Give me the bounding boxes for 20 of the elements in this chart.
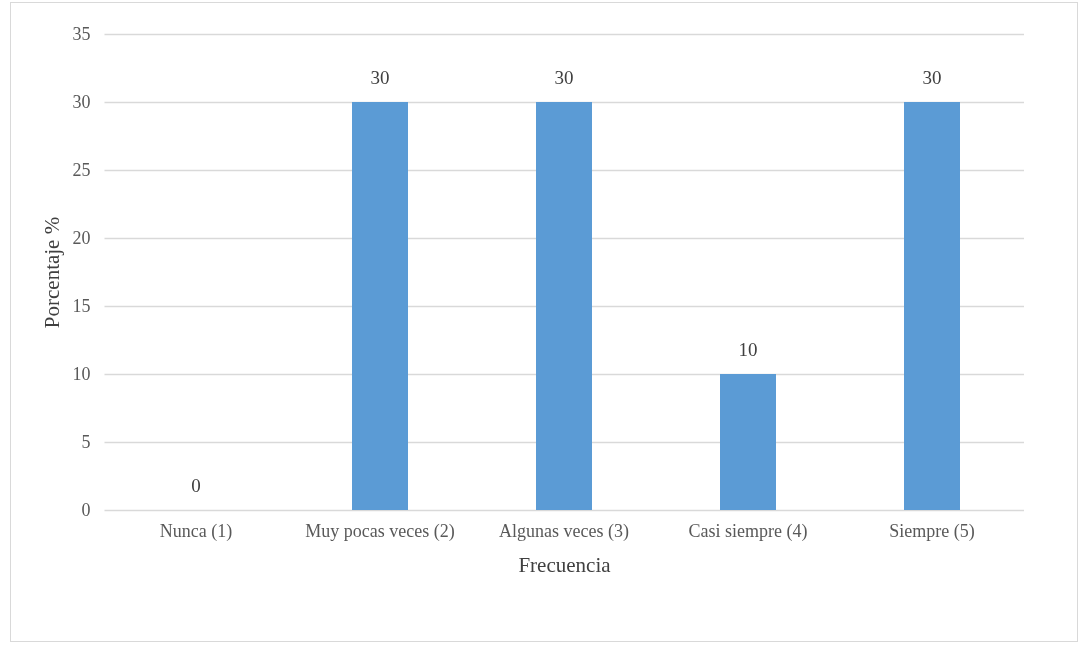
y-axis-title: Porcentaje % — [39, 216, 64, 329]
y-tick-label: 30 — [72, 91, 91, 112]
x-tick-label: Nunca (1) — [159, 520, 233, 542]
x-axis-title: Frecuencia — [518, 552, 612, 577]
data-label: 30 — [922, 67, 942, 88]
x-tick-label: Casi siempre (4) — [688, 520, 808, 542]
y-tick-label: 15 — [72, 295, 91, 316]
x-tick-label: Algunas veces (3) — [499, 520, 629, 542]
data-label: 0 — [191, 475, 201, 496]
x-tick-label: Muy pocas veces (2) — [305, 520, 455, 542]
y-tick-label: 10 — [72, 363, 91, 384]
x-tick-label: Siempre (5) — [889, 520, 975, 542]
y-tick-label: 35 — [72, 23, 91, 44]
data-label: 30 — [554, 67, 574, 88]
y-tick-label: 0 — [81, 499, 91, 520]
y-tick-label: 5 — [81, 431, 91, 452]
data-label: 10 — [738, 339, 758, 360]
data-label: 30 — [370, 67, 390, 88]
y-tick-label: 20 — [72, 227, 91, 248]
y-tick-label: 25 — [72, 159, 91, 180]
